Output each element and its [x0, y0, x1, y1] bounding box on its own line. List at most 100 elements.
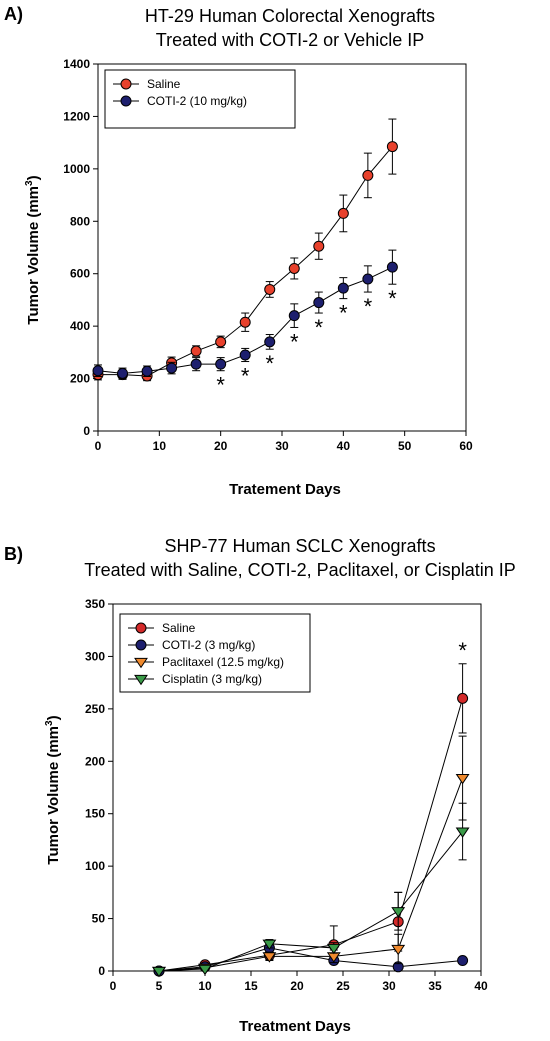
plot-panel-b: 0 5 10 15 20 25 30 35 40 0 50 100 150 200 250 300 350 * Sa…: [85, 597, 488, 993]
data-point: [455, 773, 470, 785]
y-tick-label: 1400: [63, 57, 90, 71]
legend-marker: [134, 657, 148, 669]
panel-b-title: SHP-77 Human SCLC Xenografts: [164, 536, 435, 556]
data-point: [239, 316, 251, 328]
y-tick-label: 200: [70, 372, 90, 386]
data-point: [117, 367, 129, 379]
data-point: [262, 939, 277, 951]
legend-entry: Saline: [128, 621, 196, 635]
data-point: [198, 964, 212, 976]
legend-marker: [120, 78, 132, 90]
legend-marker: [135, 622, 147, 634]
panel-a-ylabel: Tumor Volume (mm3): [24, 175, 42, 324]
x-tick-label: 20: [290, 979, 304, 993]
data-point: [386, 141, 398, 153]
data-point: [391, 944, 406, 956]
legend-entry: COTI-2 (10 mg/kg): [113, 94, 247, 108]
data-point: [313, 240, 325, 252]
y-tick-label: 1200: [63, 109, 90, 123]
legend-label: Paclitaxel (12.5 mg/kg): [162, 655, 284, 669]
data-point: [215, 336, 227, 348]
data-point: [239, 349, 251, 361]
data-point: [391, 907, 406, 918]
data-point: [262, 952, 277, 963]
y-tick-label: 200: [85, 754, 105, 768]
legend-entry: Paclitaxel (12.5 mg/kg): [128, 655, 284, 669]
legend-marker: [120, 95, 132, 107]
legend: Saline COTI-2 (3 mg/kg) Paclitaxel (12.5 m…: [119, 613, 311, 693]
y-tick-label: 400: [70, 319, 90, 333]
data-point: [92, 365, 104, 377]
y-tick-label: 100: [85, 859, 105, 873]
legend-box: [104, 69, 296, 129]
x-tick-label: 20: [214, 439, 228, 453]
panel-b-ylabel: Tumor Volume (mm3): [44, 715, 62, 864]
significance-star: *: [339, 301, 348, 326]
significance-star: *: [265, 351, 274, 376]
legend: Saline COTI-2 (10 mg/kg): [104, 69, 296, 129]
legend-label: COTI-2 (3 mg/kg): [162, 638, 255, 652]
x-tick-label: 35: [428, 979, 442, 993]
data-point: [166, 362, 178, 374]
data-point: [457, 692, 469, 704]
y-tick-label: 1000: [63, 162, 90, 176]
legend-entry: Saline: [113, 77, 181, 91]
series-coti-2-10-mg-kg: [92, 249, 398, 380]
data-point: [386, 261, 398, 273]
legend-entry: COTI-2 (3 mg/kg): [128, 638, 255, 652]
significance-star: *: [290, 329, 299, 354]
legend-marker: [134, 674, 148, 686]
panel-a-xlabel: Tratement Days: [229, 481, 341, 498]
series-line: [158, 947, 463, 972]
series-saline: [153, 663, 469, 977]
panel-a-title: HT-29 Human Colorectal Xenografts: [145, 6, 435, 26]
x-tick-label: 5: [156, 979, 163, 993]
significance-star: *: [458, 638, 467, 663]
x-tick-label: 10: [198, 979, 212, 993]
series-line: [158, 698, 464, 972]
x-tick-label: 60: [459, 439, 473, 453]
y-tick-label: 150: [85, 807, 105, 821]
y-tick-label: 350: [85, 597, 105, 611]
legend-marker: [135, 639, 147, 651]
data-point: [337, 207, 349, 219]
x-tick-label: 30: [382, 979, 396, 993]
legend-label: Cisplatin (3 mg/kg): [162, 672, 262, 686]
panel-b-label: B): [4, 544, 23, 564]
series-line: [98, 146, 393, 377]
significance-star: *: [315, 315, 324, 340]
x-tick-label: 0: [95, 439, 102, 453]
x-tick-label: 40: [474, 979, 488, 993]
legend-label: Saline: [147, 77, 181, 91]
panel-a-subtitle: Treated with COTI-2 or Vehicle IP: [156, 30, 424, 50]
data-point: [457, 955, 469, 967]
y-tick-label: 0: [83, 424, 90, 438]
legend-entry: Cisplatin (3 mg/kg): [128, 672, 262, 686]
x-tick-label: 50: [398, 439, 412, 453]
data-point: [264, 336, 276, 348]
data-point: [152, 966, 166, 978]
legend-label: Saline: [162, 621, 196, 635]
y-tick-label: 50: [92, 912, 106, 926]
data-point: [190, 345, 202, 357]
y-tick-label: 0: [98, 964, 105, 978]
series-paclitaxel-12-5-mg-kg: [152, 735, 470, 978]
y-tick-label: 300: [85, 649, 105, 663]
x-tick-label: 25: [336, 979, 350, 993]
legend-label: COTI-2 (10 mg/kg): [147, 94, 247, 108]
significance-star: *: [216, 373, 225, 398]
x-tick-label: 10: [153, 439, 167, 453]
significance-star: *: [388, 286, 397, 311]
series-cisplatin-3-mg-kg: [152, 802, 470, 978]
panel-a-label: A): [4, 4, 23, 24]
panel-b-xlabel: Treatment Days: [239, 1018, 351, 1035]
y-tick-label: 600: [70, 267, 90, 281]
panel-b-subtitle: Treated with Saline, COTI-2, Paclitaxel,…: [84, 560, 516, 580]
data-point: [190, 358, 202, 370]
data-point: [288, 310, 300, 322]
series-line: [158, 831, 463, 972]
data-point: [326, 943, 341, 955]
y-tick-label: 250: [85, 702, 105, 716]
